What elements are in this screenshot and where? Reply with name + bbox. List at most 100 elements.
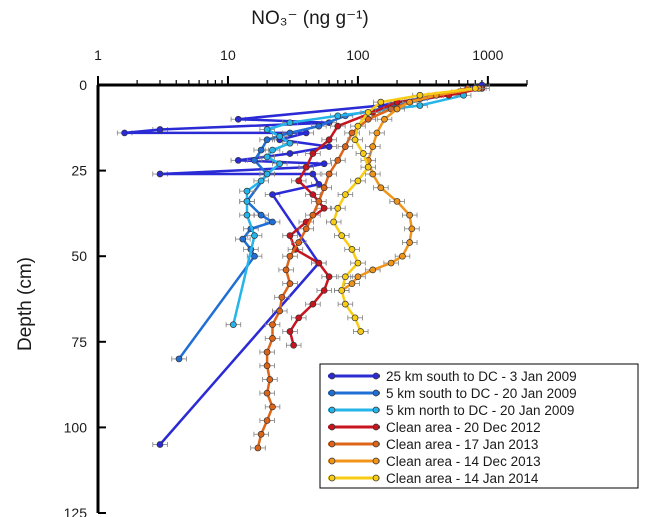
data-point [373, 129, 381, 137]
data-point [416, 102, 424, 109]
data-point [416, 91, 424, 99]
data-point [320, 160, 328, 168]
data-point [251, 232, 258, 240]
x-tick-label: 1 [94, 47, 102, 63]
data-point [334, 156, 342, 164]
data-point [295, 239, 303, 246]
data-point [243, 211, 251, 219]
data-point [309, 300, 317, 308]
series-group [325, 85, 484, 335]
data-point [269, 403, 276, 411]
data-point [341, 191, 349, 198]
data-point [286, 280, 294, 287]
legend-swatch-marker [372, 406, 380, 414]
data-point [364, 109, 372, 116]
data-point [269, 321, 276, 329]
data-point [309, 191, 317, 198]
data-point [266, 376, 274, 383]
data-point [263, 153, 271, 161]
legend-swatch-marker [372, 389, 380, 397]
data-point [387, 259, 395, 267]
data-point [276, 133, 284, 140]
legend-swatch-marker [372, 372, 380, 380]
data-point [295, 314, 303, 322]
x-axis-title: NO₃⁻ (ng g⁻¹) [251, 8, 369, 29]
data-point [295, 177, 303, 185]
y-tick-label: 25 [71, 163, 87, 179]
data-point [263, 136, 271, 144]
data-point [320, 287, 328, 294]
data-point [315, 122, 323, 130]
series-group [171, 88, 467, 363]
data-point [263, 389, 271, 397]
data-point [341, 300, 349, 308]
data-point [286, 328, 294, 335]
y-tick-label: 100 [64, 419, 88, 435]
legend-swatch-marker [328, 423, 336, 431]
data-point [325, 143, 333, 150]
legend: 25 km south to DC - 3 Jan 2009 5 km south… [319, 363, 639, 489]
data-point [269, 146, 276, 154]
data-point [243, 198, 251, 205]
data-point [286, 129, 294, 137]
data-point [309, 211, 317, 219]
legend-label: 25 km south to DC - 3 Jan 2009 [386, 369, 577, 384]
data-point [406, 239, 413, 246]
data-point [338, 287, 346, 294]
x-tick-label: 1000 [472, 47, 503, 63]
legend-swatch-marker [328, 457, 336, 465]
legend-swatch-marker [372, 474, 380, 482]
y-tick-label: 125 [64, 505, 88, 517]
data-point [263, 362, 271, 370]
legend-swatch-marker [372, 457, 380, 465]
legend-swatch-marker [328, 474, 336, 482]
data-point [286, 232, 294, 240]
legend-swatch-marker [328, 406, 336, 414]
y-axis-title: Depth (cm) [15, 257, 36, 351]
data-point [320, 204, 328, 212]
data-point [354, 177, 362, 185]
data-point [393, 198, 401, 205]
data-point [334, 204, 342, 212]
legend-swatch-marker [328, 372, 336, 380]
data-point [364, 115, 372, 123]
data-point [286, 150, 294, 157]
legend-label: 5 km south to DC - 20 Jan 2009 [386, 386, 577, 401]
data-point [302, 163, 310, 171]
series-layer [116, 81, 490, 452]
data-point [338, 232, 346, 240]
data-point [257, 177, 265, 185]
data-point [471, 85, 479, 92]
data-point [286, 252, 294, 260]
data-point [359, 150, 367, 157]
data-point [348, 246, 356, 253]
data-point [257, 211, 265, 219]
legend-label: Clean area - 17 Jan 2013 [386, 437, 538, 452]
legend-swatch-marker [372, 440, 380, 448]
data-point [354, 122, 362, 130]
data-point [354, 273, 362, 281]
data-point [269, 218, 276, 226]
data-point [156, 170, 164, 178]
data-point [276, 307, 284, 315]
data-point [175, 355, 183, 363]
legend-swatch-marker [328, 389, 336, 397]
data-point [351, 314, 359, 322]
data-point [377, 184, 385, 192]
data-point [156, 441, 164, 448]
data-point [286, 139, 294, 147]
data-point [239, 235, 247, 243]
data-point [286, 119, 294, 127]
data-point [282, 266, 290, 274]
data-point [257, 146, 265, 154]
data-point [234, 156, 242, 164]
y-tick-labels: 0 25 50 75 100 125 [64, 77, 88, 517]
data-point [263, 126, 271, 133]
x-tick-labels: 1 10 100 1000 [94, 47, 504, 63]
data-point [257, 430, 265, 438]
data-point [251, 156, 258, 164]
data-point [302, 225, 310, 233]
data-point [369, 170, 377, 178]
data-point [263, 170, 271, 178]
